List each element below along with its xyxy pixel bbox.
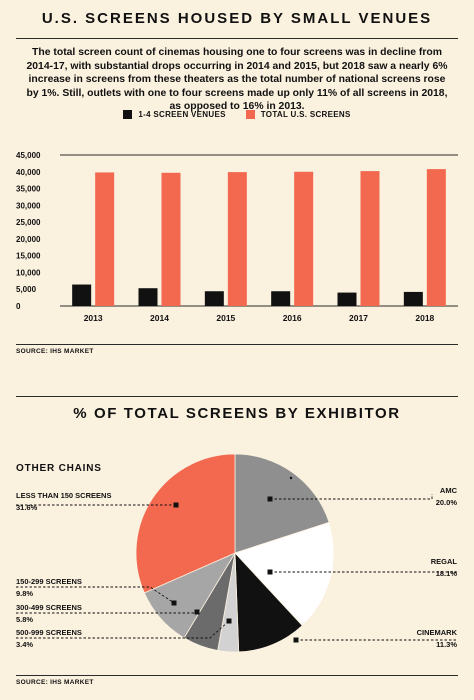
bar-small-venues bbox=[138, 288, 158, 306]
slice-value: 5.8% bbox=[16, 615, 33, 624]
x-tick-label: 2017 bbox=[349, 313, 368, 323]
leader-line-150-299-screens bbox=[16, 586, 175, 604]
y-tick-label: 45,000 bbox=[16, 151, 41, 160]
bar-total-screens bbox=[360, 171, 380, 306]
x-tick-label: 2015 bbox=[216, 313, 235, 323]
slice-value: 3.4% bbox=[16, 640, 33, 649]
slice-label: AMC bbox=[440, 486, 458, 495]
bar-small-venues bbox=[204, 291, 224, 306]
y-tick-label: 35,000 bbox=[16, 185, 41, 194]
y-tick-label: 20,000 bbox=[16, 235, 41, 244]
pie-chart-bottom-rule bbox=[16, 675, 458, 676]
slice-label: LESS THAN 150 SCREENS bbox=[16, 491, 111, 500]
legend-swatch-dark bbox=[123, 110, 133, 119]
bar-total-screens bbox=[294, 171, 314, 306]
other-chains-label: OTHER CHAINS bbox=[16, 463, 102, 474]
bar-small-venues bbox=[403, 291, 423, 306]
y-tick-label: 15,000 bbox=[16, 252, 41, 261]
bar-small-venues bbox=[271, 291, 291, 306]
slice-label: 500-999 SCREENS bbox=[16, 628, 82, 637]
bar-small-venues bbox=[72, 284, 92, 306]
slice-value: 20.0% bbox=[436, 498, 458, 507]
leader-marker-150-299-screens bbox=[171, 600, 177, 606]
y-tick-label: 10,000 bbox=[16, 268, 41, 277]
leader-marker-regal bbox=[267, 569, 273, 575]
pie-section-rule bbox=[16, 396, 458, 397]
leader-marker-300-499-screens bbox=[194, 609, 200, 615]
title-divider bbox=[16, 38, 458, 39]
slice-value: 31.6% bbox=[16, 503, 38, 512]
bar-total-screens bbox=[95, 172, 115, 306]
leader-marker-cinemark bbox=[293, 637, 299, 643]
slice-label: CINEMARK bbox=[417, 628, 458, 637]
x-tick-label: 2016 bbox=[283, 313, 302, 323]
leader-line-500-999-screens bbox=[16, 620, 230, 639]
bar-total-screens bbox=[227, 172, 247, 306]
leader-line-amc bbox=[270, 494, 433, 500]
pie-chart-title: % OF TOTAL SCREENS BY EXHIBITOR bbox=[73, 405, 401, 422]
legend-swatch-coral bbox=[245, 110, 255, 119]
pie-slice-cinemark bbox=[234, 551, 303, 653]
x-tick-label: 2014 bbox=[150, 313, 169, 323]
pie-slice-amc bbox=[234, 453, 330, 554]
bar-total-screens bbox=[161, 172, 181, 306]
x-tick-label: 2018 bbox=[415, 313, 434, 323]
legend-label-total-screens: TOTAL U.S. SCREENS bbox=[260, 110, 351, 119]
bar-chart-bottom-rule bbox=[16, 344, 458, 345]
bar-chart-description: The total screen count of cinemas housin… bbox=[26, 47, 448, 113]
leader-marker-500-999-screens bbox=[226, 618, 232, 624]
y-tick-label: 30,000 bbox=[16, 201, 41, 210]
bar-chart-title: U.S. SCREENS HOUSED BY SMALL VENUES bbox=[41, 10, 433, 27]
leader-marker-amc bbox=[267, 496, 273, 502]
slice-label: 150-299 SCREENS bbox=[16, 577, 82, 586]
slice-label: 300-499 SCREENS bbox=[16, 603, 82, 612]
slice-value: 9.8% bbox=[16, 589, 33, 598]
y-tick-label: 0 bbox=[16, 302, 21, 311]
pie-slice-less-than-150-screens bbox=[135, 453, 236, 594]
x-tick-label: 2013 bbox=[84, 313, 103, 323]
legend-item-total-screens: TOTAL U.S. SCREENS bbox=[245, 110, 351, 119]
legend-label-small-venues: 1-4 SCREEN VENUES bbox=[138, 110, 226, 119]
bar-small-venues bbox=[337, 292, 357, 306]
slice-label: REGAL bbox=[431, 557, 458, 566]
y-tick-label: 25,000 bbox=[16, 218, 41, 227]
slice-value: 18.1% bbox=[436, 569, 458, 578]
pie-chart-source: SOURCE: IHS MARKET bbox=[16, 679, 94, 686]
legend-item-small-venues: 1-4 SCREEN VENUES bbox=[123, 110, 225, 119]
bar-total-screens bbox=[426, 169, 446, 306]
leader-marker-less-than-150-screens bbox=[173, 502, 179, 508]
pie-slice-regal bbox=[234, 521, 335, 627]
bar-chart-source: SOURCE: IHS MARKET bbox=[16, 348, 94, 355]
bar-chart-legend: 1-4 SCREEN VENUES TOTAL U.S. SCREENS bbox=[0, 110, 474, 119]
y-tick-label: 5,000 bbox=[16, 285, 37, 294]
bar-chart: 45,000 40,000 35,000 30,000 25,000 20,000 15,0… bbox=[16, 151, 458, 323]
pie-chart: AMC 20.0% REGAL 18.1% CINEMARK 11.3% 500-999 S… bbox=[16, 453, 458, 653]
amc-slice-dot bbox=[289, 476, 293, 480]
slice-value: 11.3% bbox=[436, 640, 457, 649]
y-tick-label: 40,000 bbox=[16, 168, 41, 177]
